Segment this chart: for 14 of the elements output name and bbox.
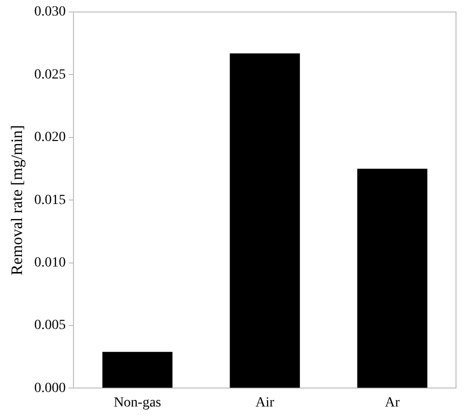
y-tick-label: 0.010: [34, 255, 66, 270]
y-tick-label: 0.020: [34, 130, 66, 146]
y-tick-label: 0.000: [34, 380, 66, 396]
bar: [230, 53, 300, 388]
y-tick-label: 0.025: [34, 67, 66, 82]
x-tick-label: Air: [256, 395, 275, 410]
x-tick-label: Ar: [384, 395, 400, 410]
bar: [102, 352, 172, 388]
y-axis-title: Removal rate [mg/min]: [8, 125, 26, 276]
y-tick-label: 0.005: [34, 318, 66, 334]
bar: [357, 168, 428, 388]
x-tick-label: Non-gas: [114, 395, 162, 410]
y-tick-label: 0.015: [34, 192, 66, 208]
y-tick-label: 0.030: [34, 4, 66, 20]
